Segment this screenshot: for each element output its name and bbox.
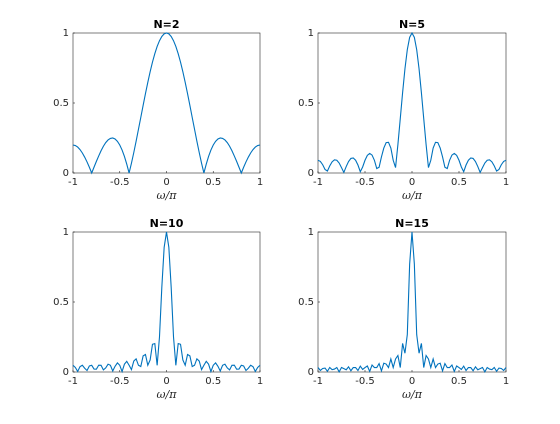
chart-title: N=10 (150, 217, 184, 230)
axes-box (72, 32, 261, 174)
axes-box (72, 231, 261, 373)
line-series (72, 231, 261, 374)
y-tick-label: 0.5 (298, 297, 314, 308)
y-tick-label: 0 (308, 367, 314, 378)
x-axis-label: ω/π (402, 189, 423, 202)
line-series (317, 231, 507, 374)
axes: -1 -0.5 0 0.5 1 0 0.5 1 N=5 ω/π (298, 18, 509, 202)
y-tick-label: 1 (63, 227, 69, 238)
y-tick-label: 0 (63, 367, 69, 378)
axes: -1 -0.5 0 0.5 1 0 0.5 1 N=2 ω/π (53, 18, 263, 202)
y-tick-label: 0.5 (53, 98, 69, 109)
line-series (317, 31, 507, 174)
x-axis-label: ω/π (157, 388, 178, 401)
x-tick-label: 0.5 (451, 177, 467, 188)
chart-title: N=5 (399, 18, 425, 31)
x-tick-label: 1 (503, 376, 509, 387)
x-tick-label: -0.5 (355, 177, 375, 188)
x-tick-label: -1 (68, 376, 78, 387)
x-tick-label: 0 (163, 376, 169, 387)
x-axis-label: ω/π (157, 189, 178, 202)
x-tick-label: -0.5 (110, 177, 130, 188)
chart-title: N=15 (395, 217, 429, 230)
x-tick-label: 0.5 (451, 376, 467, 387)
y-tick-label: 1 (63, 28, 69, 39)
axes: -1 -0.5 0 0.5 1 0 0.5 1 N=15 ω/π (298, 217, 509, 401)
chart-title: N=2 (153, 18, 179, 31)
axes-box (317, 32, 507, 174)
line-series (72, 32, 261, 175)
y-tick-label: 1 (308, 227, 314, 238)
axes: -1 -0.5 0 0.5 1 0 0.5 1 N=10 ω/π (53, 217, 263, 401)
x-tick-label: 1 (503, 177, 509, 188)
y-tick-label: 0.5 (298, 98, 314, 109)
x-axis-label: ω/π (402, 388, 423, 401)
x-tick-label: 0 (163, 177, 169, 188)
x-tick-label: -0.5 (355, 376, 375, 387)
y-tick-label: 0.5 (53, 297, 69, 308)
y-tick-label: 0 (63, 168, 69, 179)
x-tick-label: 0 (409, 376, 415, 387)
x-tick-label: 1 (257, 376, 263, 387)
axes-box (317, 231, 507, 373)
x-tick-label: -0.5 (110, 376, 130, 387)
x-tick-label: -1 (68, 177, 78, 188)
x-tick-label: -1 (313, 376, 323, 387)
y-tick-label: 0 (308, 168, 314, 179)
x-tick-label: 0.5 (205, 177, 221, 188)
x-tick-label: 0 (409, 177, 415, 188)
x-tick-label: -1 (313, 177, 323, 188)
x-tick-label: 1 (257, 177, 263, 188)
y-tick-label: 1 (308, 28, 314, 39)
x-tick-label: 0.5 (205, 376, 221, 387)
